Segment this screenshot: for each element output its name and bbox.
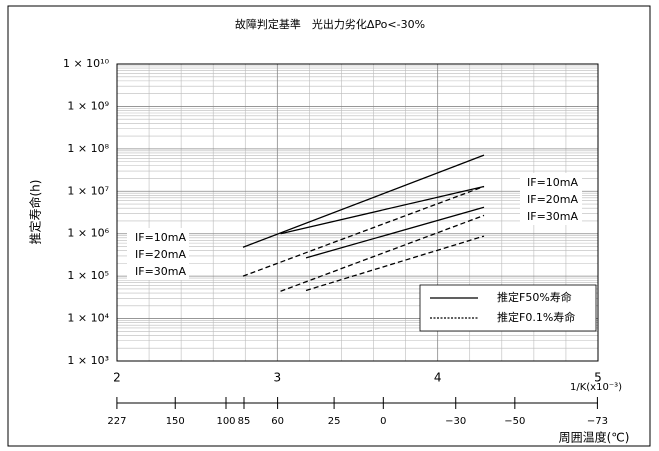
x2-tick-label: 60: [271, 416, 284, 427]
x-tick-label: 2: [113, 371, 121, 385]
annotation: IF=10mA: [135, 231, 187, 244]
y-tick-label: 1 × 10⁹: [67, 99, 109, 112]
x2-axis-label: 周囲温度(℃): [559, 430, 630, 445]
x2-tick-label: 0: [380, 416, 386, 427]
x2-tick-label: −50: [504, 416, 525, 427]
y-tick-label: 1 × 10⁴: [67, 312, 109, 325]
x-tick-label: 4: [434, 371, 442, 385]
x2-tick-label: 85: [238, 416, 251, 427]
chart-title: 故障判定基準 光出力劣化ΔPo<-30%: [235, 17, 425, 31]
frame: [7, 5, 651, 447]
series-line: [242, 154, 485, 248]
x2-tick-label: 25: [328, 416, 341, 427]
annotation-box: [520, 173, 582, 225]
series-line: [305, 235, 485, 292]
x2-tick-label: −73: [587, 416, 608, 427]
annotation: IF=30mA: [135, 265, 187, 278]
x-axis-label: 1/K(x10⁻³): [570, 382, 622, 393]
series-line: [280, 185, 485, 235]
legend-label: 推定F0.1%寿命: [497, 310, 575, 324]
annotation-box: [127, 228, 189, 280]
x-tick-label: 3: [274, 371, 282, 385]
x2-tick-label: 100: [216, 416, 235, 427]
plot-frame: [116, 63, 599, 362]
y-tick-label: 1 × 10¹⁰: [63, 57, 110, 70]
x2-tick-label: −30: [445, 416, 466, 427]
y-tick-label: 1 × 10³: [67, 354, 109, 367]
annotation: IF=20mA: [527, 193, 579, 206]
y-axis-label: 推定寿命(h): [28, 180, 43, 245]
annotation: IF=10mA: [527, 176, 579, 189]
y-tick-label: 1 × 10⁵: [67, 269, 109, 282]
series-line: [280, 214, 485, 292]
series-line: [242, 185, 485, 277]
legend-label: 推定F50%寿命: [497, 290, 572, 304]
annotation: IF=20mA: [135, 248, 187, 261]
legend: [419, 284, 597, 332]
x2-tick-label: 150: [166, 416, 185, 427]
annotation: IF=30mA: [527, 210, 579, 223]
y-tick-label: 1 × 10⁸: [67, 142, 109, 155]
y-tick-label: 1 × 10⁶: [67, 227, 109, 240]
y-tick-label: 1 × 10⁷: [67, 184, 109, 197]
x2-tick-label: 227: [107, 416, 126, 427]
x-tick-label: 5: [594, 371, 602, 385]
series-line: [305, 206, 485, 259]
